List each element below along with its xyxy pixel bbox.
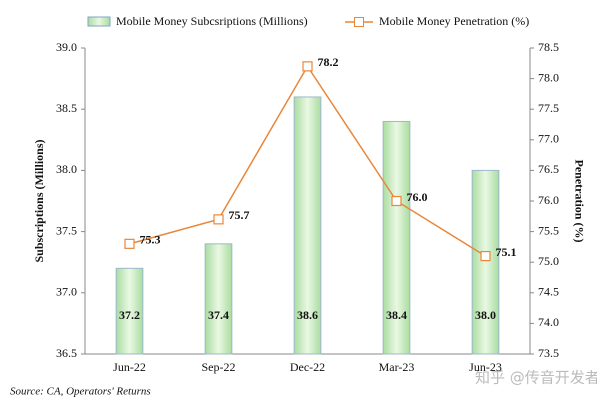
y2-tick-label: 77.0 [538,132,559,146]
line-value-label: 75.7 [229,208,250,222]
bar [293,96,322,355]
y-axis-title: Subscriptions (Millions) [32,139,46,262]
y2-tick-label: 75.0 [538,254,559,268]
bar [382,120,411,355]
bar-value-label: 38.4 [386,308,407,322]
x-tick-label: Jun-22 [113,360,146,374]
y-tick-label: 38.0 [56,162,77,176]
source-note: Source: CA, Operators' Returns [10,386,151,398]
line-value-label: 75.3 [140,233,161,247]
y-tick-label: 37.0 [56,285,77,299]
bar-value-label: 38.6 [297,308,318,322]
legend-label: Mobile Money Subcsriptions (Millions) [116,14,308,28]
y2-axis-title: Penetration (%) [572,160,586,243]
legend-label: Mobile Money Penetration (%) [379,14,529,28]
y-tick-label: 37.5 [56,223,77,237]
y2-tick-label: 73.5 [538,346,559,360]
y-tick-label: 38.5 [56,101,77,115]
legend-swatch [87,16,111,27]
bar-value-label: 38.0 [475,308,496,322]
line-value-label: 75.1 [496,245,517,259]
x-tick-label: Jun-23 [469,360,502,374]
y-tick-label: 39.0 [56,40,77,54]
y2-tick-label: 74.0 [538,315,559,329]
line-value-label: 78.2 [318,55,339,69]
bar-value-label: 37.4 [208,308,229,322]
bar [204,243,233,355]
y2-tick-label: 76.0 [538,193,559,207]
line-marker [302,61,313,72]
watermark: 知乎 @传音开发者 [475,369,597,387]
bar [471,169,500,355]
y2-tick-label: 78.0 [538,70,559,84]
y2-tick-label: 76.5 [538,162,559,176]
legend-marker [354,17,364,27]
y2-tick-label: 78.5 [538,40,559,54]
y2-tick-label: 77.5 [538,101,559,115]
line-marker [213,214,224,225]
line-value-label: 76.0 [407,190,428,204]
x-tick-label: Sep-22 [202,360,236,374]
bar [115,267,144,355]
line-marker [391,195,402,207]
y2-tick-label: 75.5 [538,223,559,237]
bar-value-label: 37.2 [119,308,140,322]
y2-tick-label: 74.5 [538,285,559,299]
x-tick-label: Dec-22 [290,360,325,374]
x-tick-label: Mar-23 [379,360,415,374]
line-marker [124,238,135,249]
y-tick-label: 36.5 [56,346,77,360]
line-marker [480,250,491,262]
